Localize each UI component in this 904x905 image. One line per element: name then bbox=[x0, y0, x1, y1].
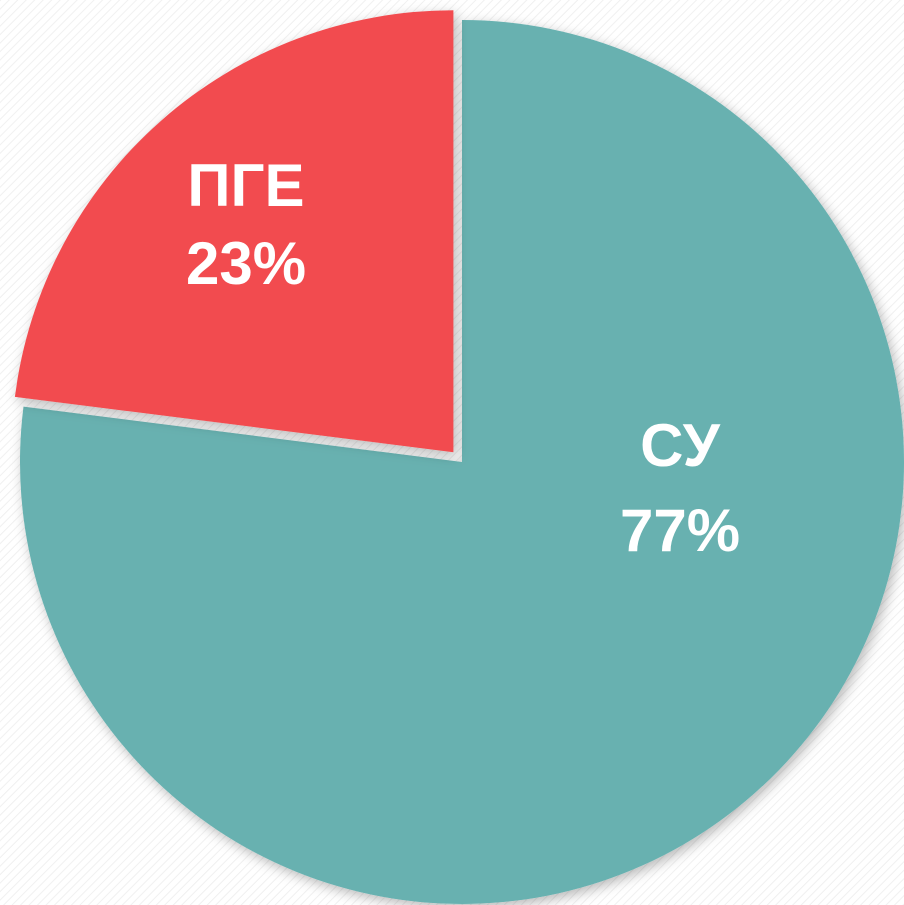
labels: СУ 77% ПГЕ 23% bbox=[186, 152, 740, 564]
slice-value-label: 77% bbox=[620, 497, 740, 564]
pie bbox=[14, 10, 904, 904]
slice-value-label: 23% bbox=[186, 230, 306, 297]
pie-slice bbox=[14, 10, 454, 453]
pie-slice bbox=[20, 20, 904, 904]
slice-category-label: СУ bbox=[640, 412, 721, 479]
slice-category-label: ПГЕ bbox=[187, 152, 304, 219]
